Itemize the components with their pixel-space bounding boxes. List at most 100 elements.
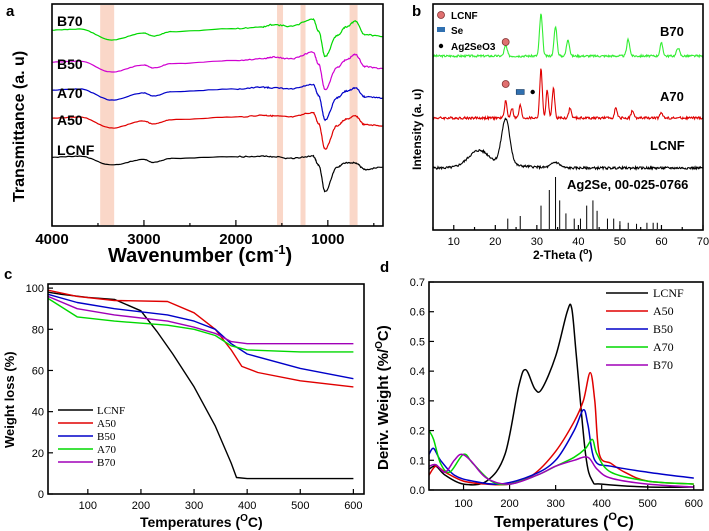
highlight-band (277, 5, 284, 225)
legend-label-se: Se (451, 26, 464, 37)
se-marker (515, 89, 525, 95)
panel-c-xlabel: Temperatures (OC) (140, 513, 263, 530)
legend-label-b50: B50 (653, 322, 673, 336)
x-tick-label: 500 (291, 500, 309, 512)
x-tick-label: 400 (238, 500, 256, 512)
legend-label-a70: A70 (97, 444, 116, 456)
tga-line-b70 (47, 295, 354, 345)
legend-marker-ag2seo3 (438, 43, 444, 49)
x-tick-label: 600 (685, 498, 703, 510)
tga-line-lcnf (47, 291, 354, 480)
x-tick-label: 20 (489, 236, 501, 248)
x-tick-label: 200 (500, 498, 518, 510)
panel-a-ylabel: Transmittance (a. u) (11, 51, 28, 202)
x-tick-label: 30 (531, 236, 543, 248)
x-tick-label: 100 (454, 498, 472, 510)
x-tick-label: 40 (572, 236, 584, 248)
panel-b-xlabel: 2-Theta (o) (533, 246, 593, 262)
panel-a: a B70 B50 A70 A50 LCNF 4000 3000 2000 1000 Tran… (6, 3, 384, 267)
legend-label-b70: B70 (97, 457, 116, 469)
panel-a-xlabel: Wavenumber (cm-1) (108, 242, 292, 267)
x-tick-label: 50 (614, 236, 626, 248)
panel-c-letter: c (4, 266, 12, 283)
ftir-line-a50 (51, 111, 384, 150)
y-tick-label: 0.0 (410, 485, 425, 497)
x-tick-label: 300 (546, 498, 564, 510)
panel-d-ylabel: Deriv. Weight (%/OC) (374, 325, 392, 470)
ftir-label-b70: B70 (57, 13, 83, 29)
panel-d: d 100 200 300 400 500 600 0.0 0.1 0.2 0.3 0.4 0.5 0.… (374, 259, 704, 531)
panel-b-frame (432, 3, 704, 231)
panel-c: c 100 200 300 400 500 600 0 20 40 60 80 100 LCNFA50… (2, 266, 365, 530)
highlight-band (100, 5, 115, 225)
x-tick-label: 2000 (219, 231, 252, 248)
panel-d-frame (428, 281, 704, 491)
y-tick-label: 0.1 (410, 455, 425, 467)
ftir-label-lcnf: LCNF (57, 142, 95, 158)
dtg-line-a70 (428, 430, 694, 486)
legend-label-lcnf: LCNF (653, 286, 684, 300)
ftir-line-b50 (52, 51, 384, 91)
panel-c-ylabel: Weight loss (%) (2, 351, 17, 448)
xrd-line-b70 (432, 13, 704, 59)
panel-a-letter: a (6, 3, 15, 20)
reference-label: Ag2Se, 00-025-0766 (567, 177, 688, 192)
ftir-label-a70: A70 (57, 85, 83, 101)
tga-line-a70 (47, 297, 354, 353)
tga-line-b50 (47, 293, 354, 380)
y-tick-label: 0.6 (410, 307, 425, 319)
highlight-band (349, 5, 358, 225)
legend-label-a50: A50 (97, 418, 116, 430)
xrd-line-lcnf (432, 117, 704, 171)
x-tick-label: 70 (697, 236, 709, 248)
ftir-label-a50: A50 (57, 112, 83, 128)
legend-marker-lcnf (437, 11, 445, 19)
y-tick-label: 100 (26, 283, 44, 295)
ag2seo3-marker (530, 89, 535, 95)
lcnf-marker (501, 80, 510, 88)
legend-marker-se (437, 27, 445, 32)
xrd-label-lcnf: LCNF (650, 138, 685, 153)
x-tick-label: 200 (132, 500, 150, 512)
legend-label-a70: A70 (653, 340, 674, 354)
x-tick-label: 600 (344, 500, 362, 512)
panel-b-ylabel: Intensity (a. u) (410, 89, 424, 170)
x-tick-label: 1000 (311, 231, 344, 248)
legend-label-lcnf: LCNF (451, 11, 478, 22)
x-tick-label: 300 (185, 500, 203, 512)
panel-a-frame (51, 3, 384, 227)
y-tick-label: 20 (32, 448, 44, 460)
x-tick-label: 10 (448, 236, 460, 248)
legend-label-ag2seo3: Ag2SeO3 (451, 42, 496, 53)
y-tick-label: 0.3 (410, 396, 425, 408)
dtg-line-lcnf (428, 303, 694, 488)
panel-b-letter: b (412, 3, 421, 20)
y-tick-label: 0.2 (410, 426, 425, 438)
y-tick-label: 0.4 (410, 366, 425, 378)
dtg-line-b70 (428, 453, 694, 488)
ftir-line-a70 (51, 83, 384, 122)
y-tick-label: 0.7 (410, 277, 425, 289)
ftir-line-b70 (51, 17, 384, 58)
y-tick-label: 80 (32, 324, 44, 336)
panel-b: b LCNF Se Ag2SeO3 B70 A70 LCNF Ag2Se, 00-025-… (410, 3, 709, 262)
x-tick-label: 3000 (127, 231, 160, 248)
x-tick-label: 500 (639, 498, 657, 510)
ftir-line-lcnf (51, 154, 384, 193)
dtg-line-b50 (428, 409, 694, 486)
x-tick-label: 400 (593, 498, 611, 510)
xrd-line-a70 (432, 68, 704, 122)
y-tick-label: 0.5 (410, 336, 425, 348)
dtg-line-a50 (428, 371, 694, 486)
y-tick-label: 0 (38, 489, 44, 501)
xrd-label-b70: B70 (660, 24, 684, 39)
x-tick-label: 4000 (35, 231, 68, 248)
panel-d-xlabel: Temperatures (OC) (494, 511, 634, 531)
x-tick-label: 100 (79, 500, 97, 512)
legend-label-lcnf: LCNF (97, 405, 125, 417)
xrd-label-a70: A70 (660, 89, 684, 104)
lcnf-marker (501, 38, 510, 46)
panel-d-letter: d (380, 259, 389, 276)
y-tick-label: 40 (32, 407, 44, 419)
